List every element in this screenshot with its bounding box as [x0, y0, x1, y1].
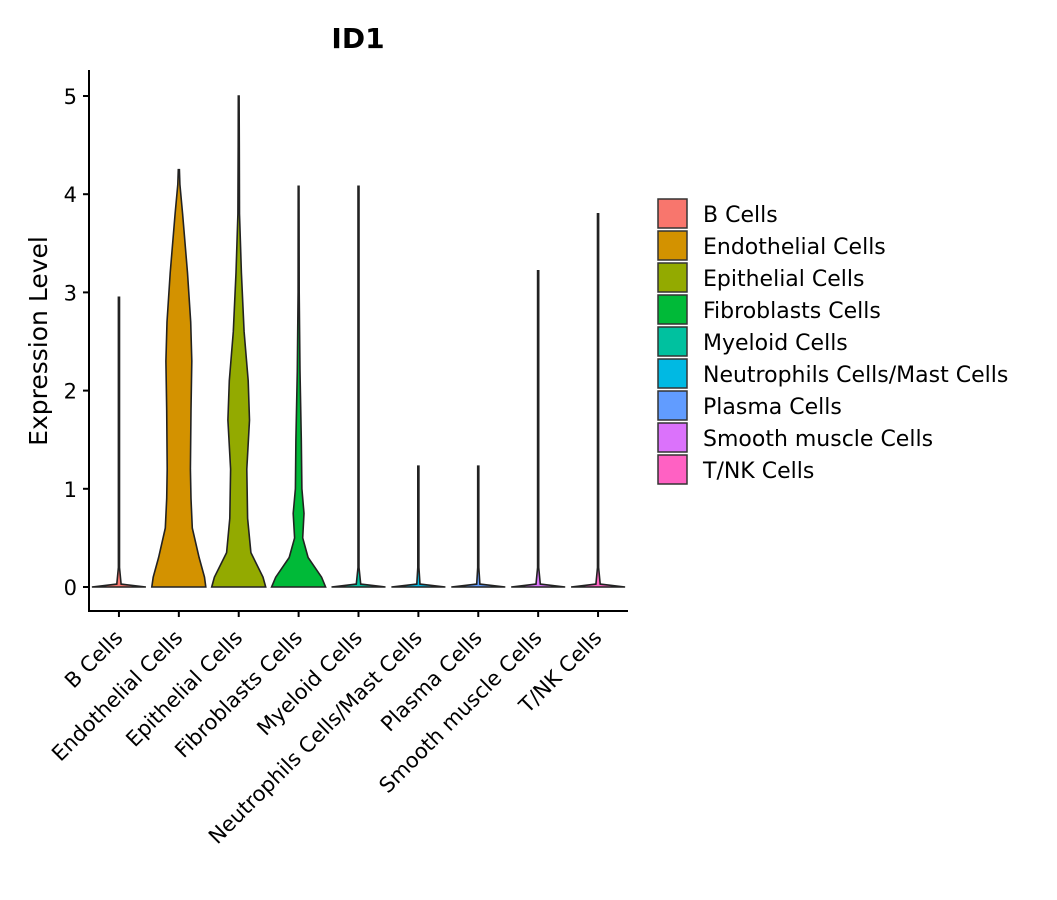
legend-key-fibroblasts-cells: [657, 294, 688, 325]
legend-key-endothelial-cells: [657, 230, 688, 261]
legend-label: Endothelial Cells: [703, 235, 886, 260]
legend-key-neutrophils-cells-mast-cells: [657, 358, 688, 389]
violin-endothelial-cells: [150, 168, 207, 588]
legend-key-t-nk-cells: [657, 454, 688, 485]
violin-epithelial-cells: [210, 95, 267, 588]
y-tick-label: 2: [64, 380, 77, 404]
violin-neutrophils-cells-mast-cells: [391, 465, 446, 588]
legend-label: Myeloid Cells: [703, 331, 848, 356]
y-tick-label: 0: [64, 576, 77, 600]
legend-key-epithelial-cells: [657, 262, 688, 293]
y-tick-label: 3: [64, 281, 77, 305]
legend: B Cells Endothelial Cells Epithelial Cells…: [657, 198, 1008, 485]
violin-myeloid-cells: [331, 185, 386, 588]
legend-label: Plasma Cells: [703, 395, 842, 420]
legend-label: Smooth muscle Cells: [703, 427, 933, 452]
violin-smooth-muscle-cells: [511, 270, 566, 588]
y-tick-label: 4: [64, 183, 77, 207]
legend-label: Fibroblasts Cells: [703, 299, 881, 324]
legend-label: T/NK Cells: [702, 459, 814, 484]
y-tick-label: 1: [64, 478, 77, 502]
y-tick-label: 5: [64, 85, 77, 109]
legend-label: Neutrophils Cells/Mast Cells: [703, 363, 1008, 388]
violin-plasma-cells: [451, 465, 506, 588]
legend-label: B Cells: [703, 203, 778, 228]
x-tick-label: Myeloid Cells: [252, 626, 367, 741]
violin-t-nk-cells: [571, 213, 626, 588]
legend-label: Epithelial Cells: [703, 267, 864, 292]
y-axis-ticks: 0 1 2 3 4 5: [64, 85, 89, 600]
violin-b-cells: [91, 296, 146, 588]
legend-key-plasma-cells: [657, 390, 688, 421]
legend-key-b-cells: [657, 198, 688, 229]
legend-key-smooth-muscle-cells: [657, 422, 688, 453]
chart-title: ID1: [331, 22, 384, 55]
violin-fibroblasts-cells: [270, 185, 327, 588]
y-axis-label: Expression Level: [24, 236, 53, 446]
violin-layer: [91, 95, 626, 588]
legend-key-myeloid-cells: [657, 326, 688, 357]
